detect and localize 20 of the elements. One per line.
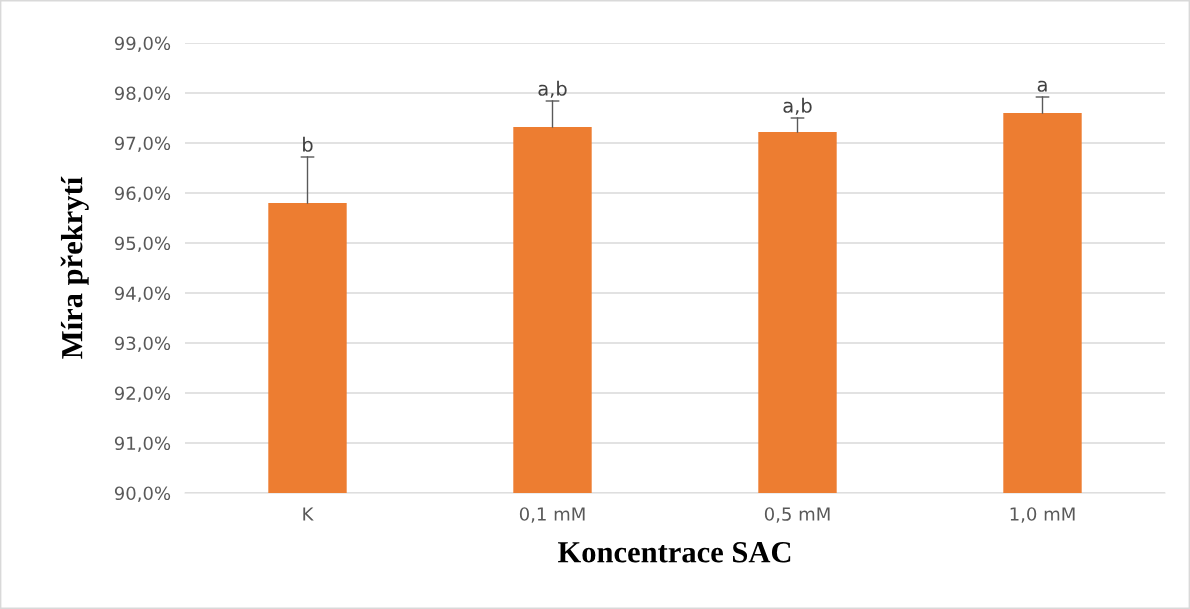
annotation: a	[1037, 80, 1047, 92]
x-axis-title: Koncentrace SAC	[557, 542, 791, 563]
x-tick-label: 0,5 mM	[764, 507, 830, 523]
x-tick-label: 1,0 mM	[1010, 507, 1075, 523]
annotation: b	[303, 136, 313, 152]
y-tick-label: 96,0%	[114, 186, 171, 202]
y-tick-label: 91,0%	[114, 436, 171, 452]
x-tick-label: K	[303, 507, 314, 521]
y-tick-label: 90,0%	[114, 486, 171, 502]
y-tick-label: 97,0%	[114, 136, 171, 152]
y-axis-title: Míra překrytí	[60, 176, 89, 359]
y-tick-label: 93,0%	[114, 336, 171, 352]
y-tick-label: 98,0%	[114, 86, 171, 102]
y-tick-label: 95,0%	[114, 236, 171, 252]
y-tick-label: 94,0%	[114, 286, 171, 302]
annotation: a,b	[538, 80, 567, 98]
y-tick-label: 99,0%	[114, 36, 171, 52]
x-tick-label: 0,1 mM	[519, 507, 585, 523]
y-tick-label: 92,0%	[114, 386, 171, 402]
annotation: a,b	[783, 97, 812, 115]
